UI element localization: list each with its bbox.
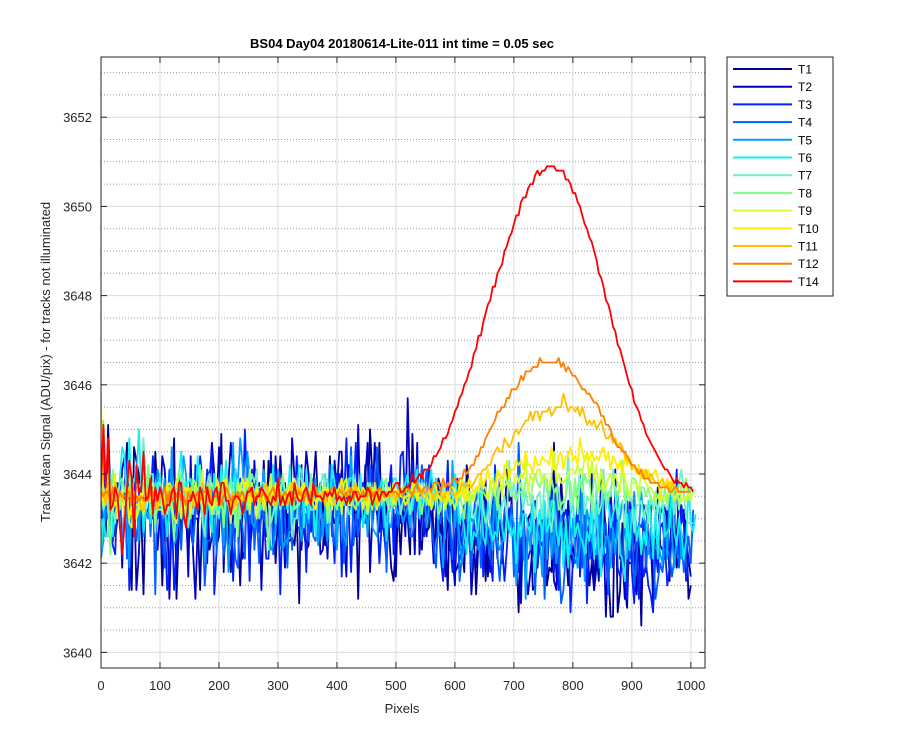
series-line-t1 <box>101 423 692 627</box>
legend-box <box>726 56 834 297</box>
x-axis-label: Pixels <box>385 701 420 716</box>
x-tick-label: 700 <box>503 678 525 693</box>
legend-item: T5 <box>733 133 812 147</box>
legend-item: T11 <box>733 240 818 254</box>
tick-marks <box>100 57 705 668</box>
legend: T1 T2 T3 T4 T5 T6 T7 T8 T9 T10 T11 T12 T14 <box>726 56 834 297</box>
x-tick-label: 0 <box>97 678 104 693</box>
x-tick-label: 900 <box>621 678 643 693</box>
legend-item: T9 <box>733 204 812 218</box>
legend-item: T10 <box>733 222 819 236</box>
legend-item: T3 <box>733 98 812 112</box>
legend-item: T1 <box>733 63 812 77</box>
series-lines <box>101 165 697 627</box>
legend-label: T14 <box>798 275 819 289</box>
legend-item: T2 <box>733 80 812 94</box>
legend-label: T12 <box>798 257 819 271</box>
legend-label: T5 <box>798 133 812 147</box>
x-tick-label: 400 <box>326 678 348 693</box>
legend-label: T11 <box>798 240 818 254</box>
y-tick-label: 3648 <box>63 289 92 304</box>
legend-item: T8 <box>733 186 812 200</box>
legend-label: T1 <box>798 63 812 77</box>
x-axis-tick-labels: 0 100 200 300 400 500 600 700 800 900 1000 <box>97 678 705 693</box>
legend-label: T2 <box>798 80 812 94</box>
y-tick-label: 3652 <box>63 110 92 125</box>
legend-label: T7 <box>798 169 812 183</box>
y-tick-label: 3644 <box>63 467 92 482</box>
x-tick-label: 1000 <box>676 678 705 693</box>
x-tick-label: 300 <box>267 678 289 693</box>
y-tick-label: 3646 <box>63 378 92 393</box>
y-tick-label: 3640 <box>63 645 92 660</box>
y-tick-label: 3650 <box>63 199 92 214</box>
x-tick-label: 600 <box>444 678 466 693</box>
legend-item: T6 <box>733 151 812 165</box>
x-tick-label: 800 <box>562 678 584 693</box>
legend-item: T4 <box>733 116 812 130</box>
plot-frame <box>100 56 706 669</box>
legend-label: T8 <box>798 186 812 200</box>
y-axis-label: Track Mean Signal (ADU/pix) - for tracks… <box>38 202 53 522</box>
legend-item: T7 <box>733 169 812 183</box>
y-tick-label: 3642 <box>63 556 92 571</box>
chart-title: BS04 Day04 20180614-Lite-011 int time = … <box>250 36 554 51</box>
legend-label: T3 <box>798 98 812 112</box>
legend-item: T12 <box>733 257 819 271</box>
legend-label: T10 <box>798 222 819 236</box>
legend-item: T14 <box>733 275 819 289</box>
legend-label: T9 <box>798 204 812 218</box>
legend-label: T6 <box>798 151 812 165</box>
legend-label: T4 <box>798 116 812 130</box>
series-line-t14 <box>101 165 694 556</box>
y-axis-tick-labels: 3640 3642 3644 3646 3648 3650 3652 <box>63 110 92 660</box>
x-tick-label: 200 <box>208 678 230 693</box>
x-tick-label: 100 <box>149 678 171 693</box>
x-tick-label: 500 <box>385 678 407 693</box>
